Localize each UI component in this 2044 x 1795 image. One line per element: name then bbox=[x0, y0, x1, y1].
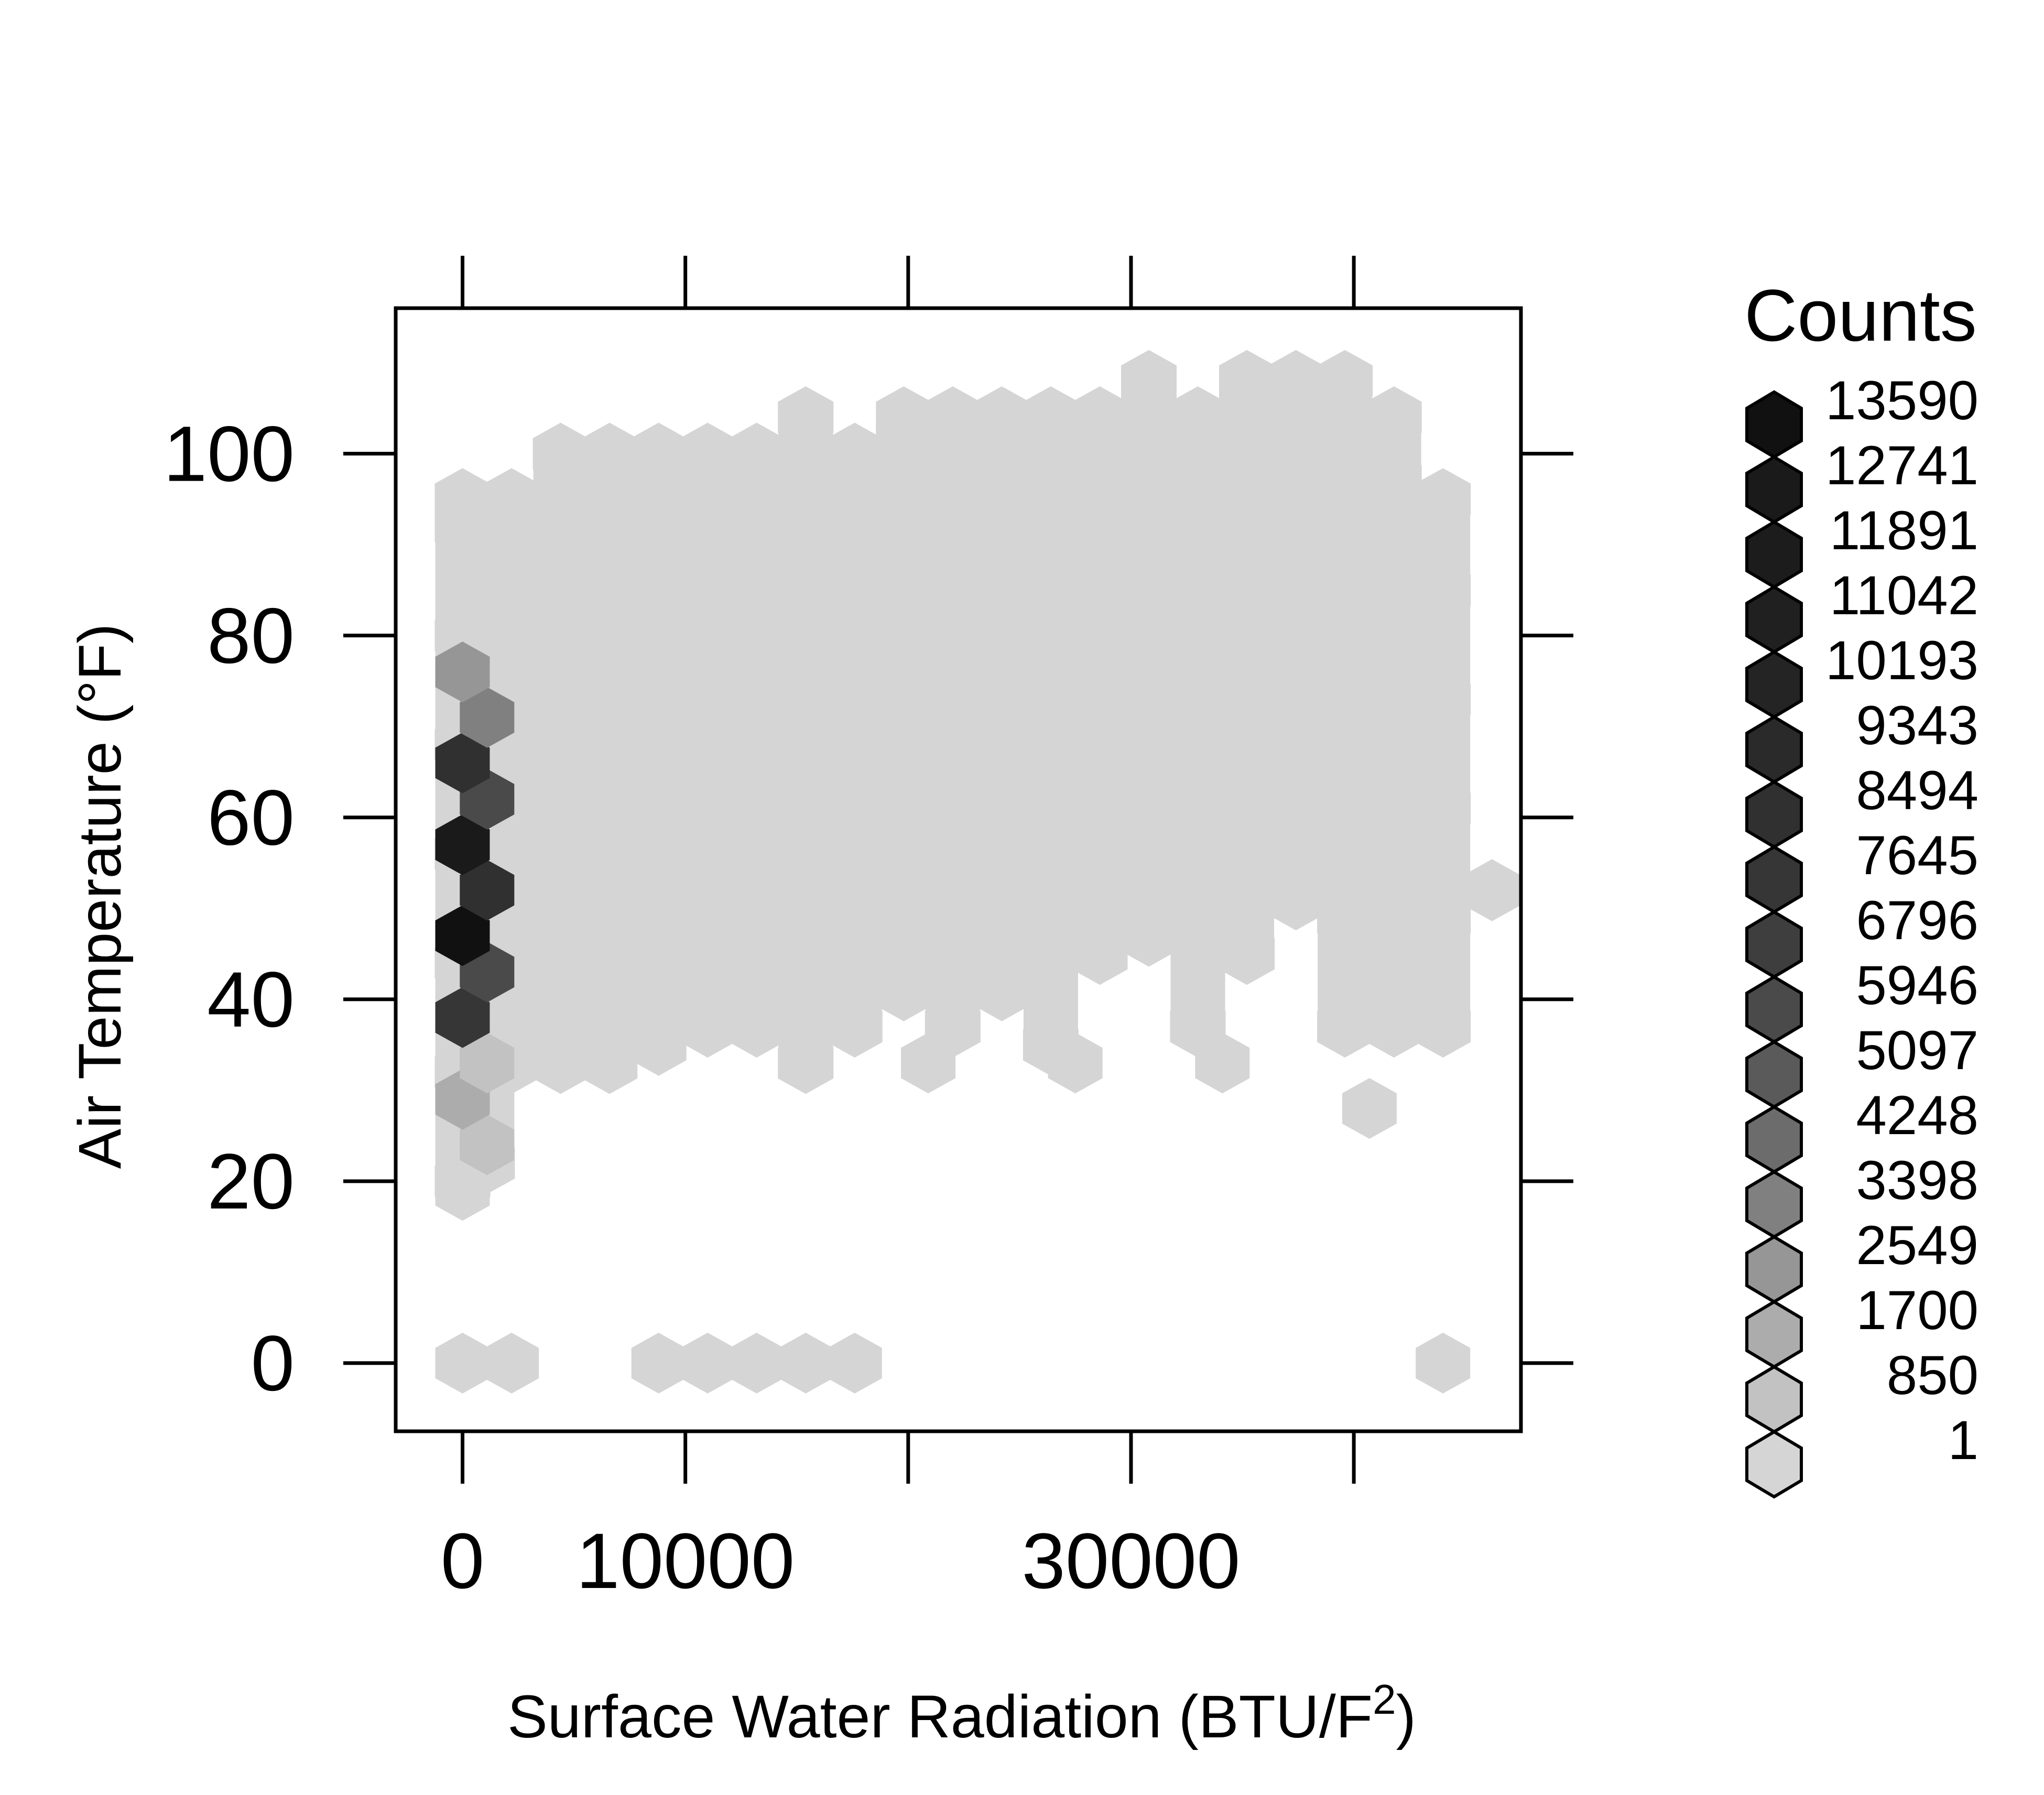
hexbin-column-background bbox=[827, 448, 882, 1032]
hexbin-column-background bbox=[974, 412, 1029, 996]
hexbin-cell-background bbox=[1048, 1032, 1103, 1094]
hexbin-cell bbox=[460, 860, 515, 921]
hexbin-cell bbox=[435, 732, 490, 793]
legend-swatch bbox=[1745, 1300, 1803, 1369]
hexbin-cell-background bbox=[901, 1032, 956, 1094]
hexbin-column-background bbox=[631, 448, 686, 1050]
y-axis-label: Air Temperature (°F) bbox=[67, 624, 134, 1169]
x-tick-label: 30000 bbox=[1021, 1517, 1240, 1605]
hexbin-column-background bbox=[533, 448, 588, 1069]
legend-swatch bbox=[1745, 585, 1803, 654]
legend-swatch bbox=[1745, 1105, 1803, 1174]
legend-swatch bbox=[1745, 520, 1803, 589]
x-tick-label: 0 bbox=[441, 1517, 484, 1605]
hexbin-column-background bbox=[1170, 412, 1225, 1032]
y-tick-label: 60 bbox=[207, 774, 295, 862]
legend-swatch bbox=[1745, 975, 1803, 1044]
legend-label: 9343 bbox=[1856, 695, 1978, 756]
y-tick-label: 40 bbox=[207, 955, 295, 1043]
hexbin-column-background bbox=[582, 448, 637, 1069]
legend-label: 5946 bbox=[1856, 955, 1978, 1016]
hexbin-column-background bbox=[1023, 412, 1078, 1050]
hexbin-cell-background bbox=[680, 1332, 735, 1394]
legend-swatch bbox=[1745, 455, 1803, 524]
hexbin-cell bbox=[435, 1160, 490, 1221]
hexbin-cell-background bbox=[1195, 1032, 1250, 1094]
hexbin-column-background bbox=[1268, 375, 1323, 905]
legend-label: 7645 bbox=[1856, 825, 1978, 886]
legend-label: 2549 bbox=[1856, 1215, 1978, 1276]
legend-label: 5097 bbox=[1856, 1020, 1978, 1081]
hexbin-cell bbox=[435, 641, 490, 703]
hexbin-cell bbox=[435, 814, 490, 875]
hexbin-cell-background bbox=[1464, 859, 1520, 921]
hexbin-cells bbox=[434, 350, 1520, 1394]
legend-swatch bbox=[1745, 845, 1803, 914]
legend-title: Counts bbox=[1744, 274, 1977, 356]
hexbin-cell bbox=[435, 987, 490, 1048]
hexbin-column-background bbox=[1220, 375, 1275, 960]
hexbin-cell bbox=[460, 687, 515, 748]
legend-label: 3398 bbox=[1856, 1150, 1978, 1211]
legend-label: 11891 bbox=[1830, 500, 1978, 561]
hexbin-column-background bbox=[1122, 375, 1177, 941]
y-tick-label: 0 bbox=[251, 1319, 295, 1407]
legend-swatch bbox=[1745, 1235, 1803, 1304]
x-axis-label-end: ) bbox=[1396, 1683, 1416, 1750]
hexbin-cell-background bbox=[1342, 1078, 1397, 1139]
legend-label: 6796 bbox=[1856, 890, 1978, 951]
y-tick-label: 100 bbox=[164, 410, 295, 498]
hexbin-column-background bbox=[680, 448, 735, 1032]
legend-label: 11042 bbox=[1830, 565, 1978, 626]
legend-label: 4248 bbox=[1856, 1085, 1978, 1146]
hexbin-column-background bbox=[876, 412, 931, 996]
hexbin-cell-background bbox=[631, 1332, 686, 1394]
legend-swatch bbox=[1745, 1430, 1803, 1499]
hexbin-cell-background bbox=[484, 1332, 539, 1394]
hexbin-cell-background bbox=[435, 1332, 490, 1394]
hexbin-cell bbox=[460, 1114, 515, 1176]
plot-frame bbox=[394, 306, 1523, 1433]
hexbin-cell-background bbox=[1416, 1332, 1471, 1394]
axis-tick-labels: 0 10000 30000 0 20 40 60 80 100 bbox=[164, 410, 1241, 1605]
axis-ticks bbox=[343, 256, 1573, 1484]
legend-label: 850 bbox=[1887, 1345, 1978, 1406]
legend-swatch bbox=[1745, 1365, 1803, 1434]
legend-label: 10193 bbox=[1825, 630, 1978, 691]
x-tick-label: 10000 bbox=[576, 1517, 795, 1605]
y-tick-label: 80 bbox=[207, 592, 295, 680]
legend-swatch bbox=[1745, 1170, 1803, 1239]
hexbin-column-background bbox=[1416, 494, 1471, 1032]
hexbin-column-background bbox=[729, 448, 784, 1032]
legend-swatch bbox=[1745, 1040, 1803, 1109]
hexbin-cell bbox=[460, 1032, 515, 1094]
legend-label: 1700 bbox=[1856, 1280, 1978, 1341]
legend-swatch bbox=[1745, 715, 1803, 784]
legend-label: 12741 bbox=[1825, 435, 1978, 496]
legend-label: 1 bbox=[1948, 1410, 1978, 1471]
x-axis-label-text: Surface Water Radiation (BTU/F bbox=[507, 1683, 1373, 1750]
legend-label: 13590 bbox=[1825, 370, 1978, 431]
hexbin-column-background bbox=[1072, 412, 1127, 960]
legend-swatch bbox=[1745, 910, 1803, 979]
hexbin-column-background bbox=[925, 412, 980, 1032]
hexbin-cell-background bbox=[729, 1332, 784, 1394]
hexbin-column-background bbox=[778, 412, 833, 1069]
legend-swatch bbox=[1745, 390, 1803, 459]
hexbin-column-background bbox=[1318, 375, 1373, 1032]
hexbin-cell bbox=[435, 905, 490, 966]
hexbin-cell-background bbox=[778, 1332, 833, 1394]
hexbin-column-background bbox=[1366, 412, 1421, 1032]
legend-swatch bbox=[1745, 650, 1803, 719]
legend: 1359012741118911104210193934384947645679… bbox=[1745, 370, 1978, 1499]
legend-swatch bbox=[1745, 780, 1803, 849]
legend-label: 8494 bbox=[1856, 760, 1978, 821]
x-axis-label: Surface Water Radiation (BTU/F2) bbox=[507, 1676, 1416, 1750]
x-axis-label-superscript: 2 bbox=[1373, 1676, 1396, 1723]
hexbin-cell-background bbox=[827, 1332, 882, 1394]
y-tick-label: 20 bbox=[207, 1137, 295, 1225]
